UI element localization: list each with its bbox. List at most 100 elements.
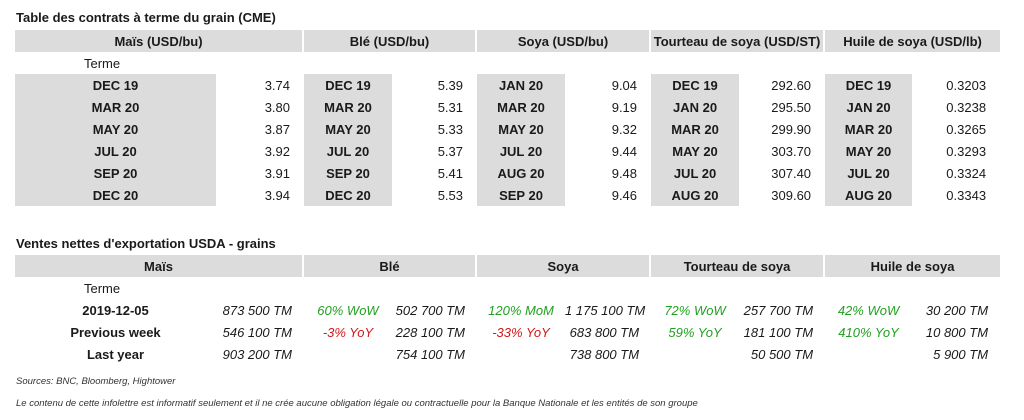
contract-price: 0.3238: [912, 96, 1001, 118]
contract-month: MAY 20: [825, 140, 913, 162]
contract-month: AUG 20: [651, 184, 740, 206]
contract-price: 0.3324: [912, 162, 1001, 184]
contract-price: 0.3343: [912, 184, 1001, 206]
export-volume: 683 800 TM: [569, 324, 640, 340]
export-volume: 5 900 TM: [933, 346, 989, 362]
exports-row: Last year 903 200 TM 754 100 TM 738 800 TM 5…: [15, 343, 1000, 365]
contract-price: 9.19: [565, 96, 652, 118]
contract-month: MAR 20: [15, 96, 216, 118]
contract-price: 3.80: [216, 96, 304, 118]
contract-price: 292.60: [739, 74, 826, 96]
contract-price: 299.90: [739, 118, 826, 140]
exports-column-header: Huile de soya: [825, 255, 1001, 277]
futures-row: DEC 20 3.94 DEC 20 5.53 SEP 20 9.46 AUG 20 309.…: [15, 184, 1001, 206]
contract-month: DEC 20: [304, 184, 392, 206]
export-volume: 257 700 TM: [743, 302, 814, 318]
contract-month: MAR 20: [825, 118, 913, 140]
contract-month: MAY 20: [477, 118, 566, 140]
contract-month: DEC 19: [651, 74, 740, 96]
contract-price: 3.87: [216, 118, 304, 140]
futures-row: MAY 20 3.87 MAY 20 5.33 MAY 20 9.32 MAR 20 299.…: [15, 118, 1001, 140]
contract-price: 5.31: [392, 96, 478, 118]
contract-month: JAN 20: [651, 96, 740, 118]
contract-price: 307.40: [739, 162, 826, 184]
futures-column-header: Tourteau de soya (USD/ST): [651, 30, 826, 52]
exports-row-label: 2019-12-05: [82, 302, 149, 318]
contract-price: 5.33: [392, 118, 478, 140]
exports-column-header: Soya: [477, 255, 652, 277]
change-percent: [651, 343, 739, 365]
futures-column-header: Soya (USD/bu): [477, 30, 652, 52]
contract-price: 295.50: [739, 96, 826, 118]
change-percent: 42% WoW: [837, 302, 900, 318]
contract-month: JUL 20: [477, 140, 566, 162]
change-percent: [825, 343, 912, 365]
futures-row: SEP 20 3.91 SEP 20 5.41 AUG 20 9.48 JUL 20 307.…: [15, 162, 1001, 184]
contract-month: MAY 20: [15, 118, 216, 140]
exports-row: Previous week 546 100 TM -3% YoY 228 100 TM…: [15, 321, 1000, 343]
contract-price: 0.3293: [912, 140, 1001, 162]
exports-term-row: Terme: [15, 277, 1000, 299]
contract-price: 5.39: [392, 74, 478, 96]
change-percent: [477, 343, 565, 365]
exports-header-row: Maïs Blé Soya Tourteau de soya Huile de soya: [15, 255, 1001, 277]
change-percent: 72% WoW: [664, 302, 726, 318]
contract-price: 5.53: [392, 184, 478, 206]
exports-table: Maïs Blé Soya Tourteau de soya Huile de soya…: [15, 255, 1001, 365]
export-volume: 10 800 TM: [925, 324, 989, 340]
contract-month: AUG 20: [825, 184, 913, 206]
export-volume: 50 500 TM: [750, 346, 814, 362]
contract-month: JUL 20: [651, 162, 740, 184]
contract-month: JAN 20: [477, 74, 566, 96]
futures-title: Table des contrats à terme du grain (CME…: [16, 10, 276, 25]
contract-month: JUL 20: [304, 140, 392, 162]
futures-term-label: Terme: [84, 55, 121, 71]
change-percent: [304, 343, 392, 365]
export-volume: 181 100 TM: [743, 324, 814, 340]
exports-title: Ventes nettes d'exportation USDA - grain…: [16, 236, 276, 251]
contract-month: JUL 20: [15, 140, 216, 162]
contract-month: DEC 19: [15, 74, 216, 96]
contract-price: 9.04: [565, 74, 652, 96]
contract-month: JAN 20: [825, 96, 913, 118]
contract-month: MAY 20: [304, 118, 392, 140]
change-percent: 120% MoM: [488, 302, 554, 318]
change-percent: -33% YoY: [492, 324, 550, 340]
exports-row: 2019-12-05 873 500 TM 60% WoW 502 700 TM 120…: [15, 299, 1000, 321]
export-volume: 754 100 TM: [395, 346, 466, 362]
futures-column-header: Maïs (USD/bu): [15, 30, 304, 52]
contract-month: MAY 20: [651, 140, 740, 162]
exports-row-label: Last year: [86, 346, 145, 362]
contract-month: JUL 20: [825, 162, 913, 184]
change-percent: 59% YoY: [668, 324, 722, 340]
contract-price: 9.48: [565, 162, 652, 184]
export-volume: 546 100 TM: [222, 324, 292, 340]
contract-price: 9.44: [565, 140, 652, 162]
contract-month: DEC 20: [15, 184, 216, 206]
contract-month: MAR 20: [477, 96, 566, 118]
export-volume: 1 175 100 TM: [565, 302, 646, 318]
contract-price: 9.46: [565, 184, 652, 206]
exports-row-label: Previous week: [70, 324, 161, 340]
contract-month: DEC 19: [825, 74, 913, 96]
futures-row: MAR 20 3.80 MAR 20 5.31 MAR 20 9.19 JAN 20 295.…: [15, 96, 1001, 118]
contract-price: 9.32: [565, 118, 652, 140]
contract-price: 3.94: [216, 184, 304, 206]
export-volume: 502 700 TM: [395, 302, 466, 318]
change-percent: 410% YoY: [838, 324, 899, 340]
contract-price: 3.92: [216, 140, 304, 162]
contract-month: MAR 20: [651, 118, 740, 140]
contract-price: 5.41: [392, 162, 478, 184]
sources-note: Sources: BNC, Bloomberg, Hightower: [16, 376, 176, 387]
change-percent: 60% WoW: [317, 302, 379, 318]
futures-row: DEC 19 3.74 DEC 19 5.39 JAN 20 9.04 DEC 19 292.…: [15, 74, 1001, 96]
export-volume: 903 200 TM: [222, 346, 292, 362]
futures-term-row: Terme: [15, 52, 1000, 74]
contract-month: SEP 20: [304, 162, 392, 184]
contract-price: 0.3203: [912, 74, 1001, 96]
futures-column-header: Huile de soya (USD/lb): [825, 30, 1001, 52]
futures-row: JUL 20 3.92 JUL 20 5.37 JUL 20 9.44 MAY 20 303.…: [15, 140, 1001, 162]
contract-price: 303.70: [739, 140, 826, 162]
exports-column-header: Blé: [304, 255, 478, 277]
disclaimer-note: Le contenu de cette infolettre est infor…: [16, 398, 698, 409]
